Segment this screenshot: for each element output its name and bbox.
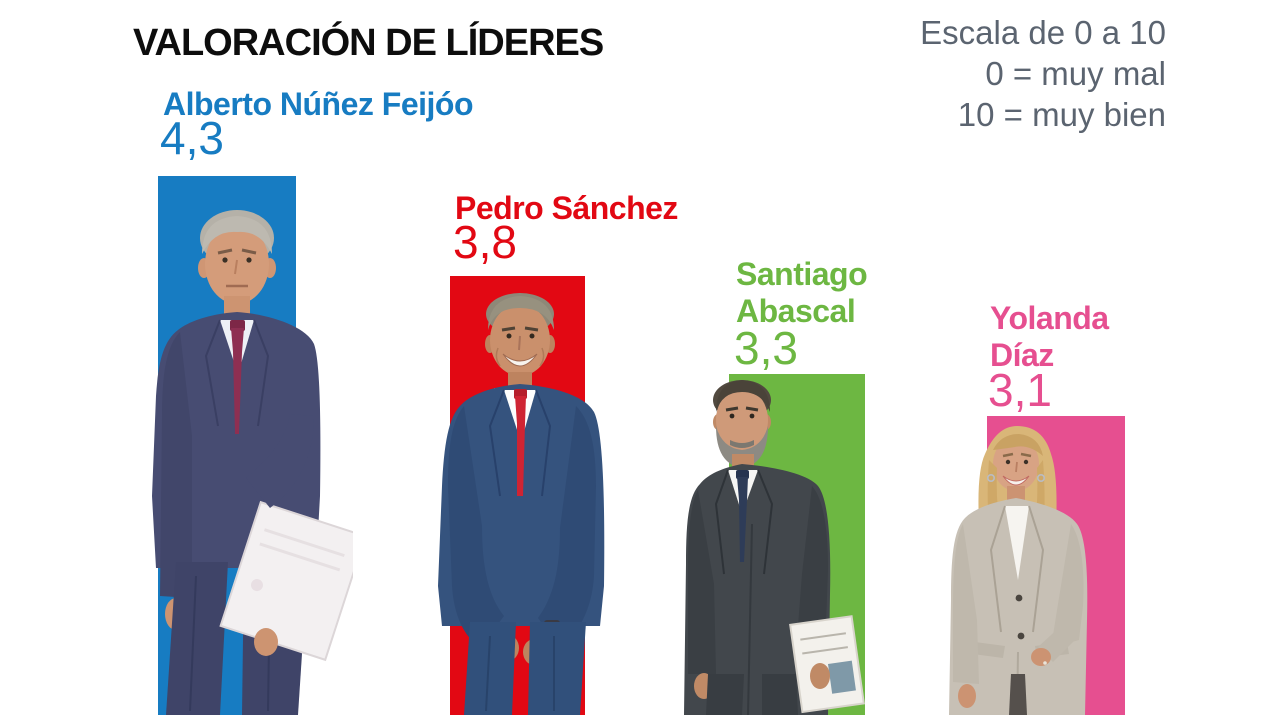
bar-sanchez — [450, 276, 585, 715]
leader-value-diaz: 3,1 — [988, 364, 1052, 416]
leader-name-sanchez: Pedro Sánchez — [455, 190, 678, 227]
sanchez-cutout-photo — [438, 293, 605, 715]
leader-name-abascal: Santiago Abascal — [736, 256, 868, 330]
scale-note: Escala de 0 a 10 0 = muy mal 10 = muy bi… — [920, 12, 1166, 135]
scale-note-line-1: Escala de 0 a 10 — [920, 14, 1166, 51]
scale-note-line-2: 0 = muy mal — [985, 55, 1166, 92]
name-line: Abascal — [736, 293, 856, 329]
bar-abascal — [729, 374, 865, 715]
leader-value-feijoo: 4,3 — [160, 112, 224, 164]
leader-value-sanchez: 3,8 — [453, 216, 517, 268]
leader-name-diaz: Yolanda Díaz — [990, 300, 1109, 374]
bar-diaz — [987, 416, 1125, 715]
name-line: Alberto Núñez Feijóo — [163, 86, 474, 122]
leader-value-abascal: 3,3 — [734, 322, 798, 374]
scale-note-line-3: 10 = muy bien — [957, 96, 1166, 133]
name-line: Santiago — [736, 256, 868, 292]
chart-title: VALORACIÓN DE LÍDERES — [133, 22, 604, 64]
diaz-cutout-photo — [949, 426, 1088, 715]
name-line: Yolanda — [990, 300, 1109, 336]
name-line: Pedro Sánchez — [455, 190, 678, 226]
feijoo-cutout-photo — [152, 210, 353, 715]
abascal-cutout-photo — [684, 380, 865, 715]
name-line: Díaz — [990, 337, 1054, 373]
bar-feijoo — [158, 176, 296, 715]
leader-name-feijoo: Alberto Núñez Feijóo — [163, 86, 474, 123]
